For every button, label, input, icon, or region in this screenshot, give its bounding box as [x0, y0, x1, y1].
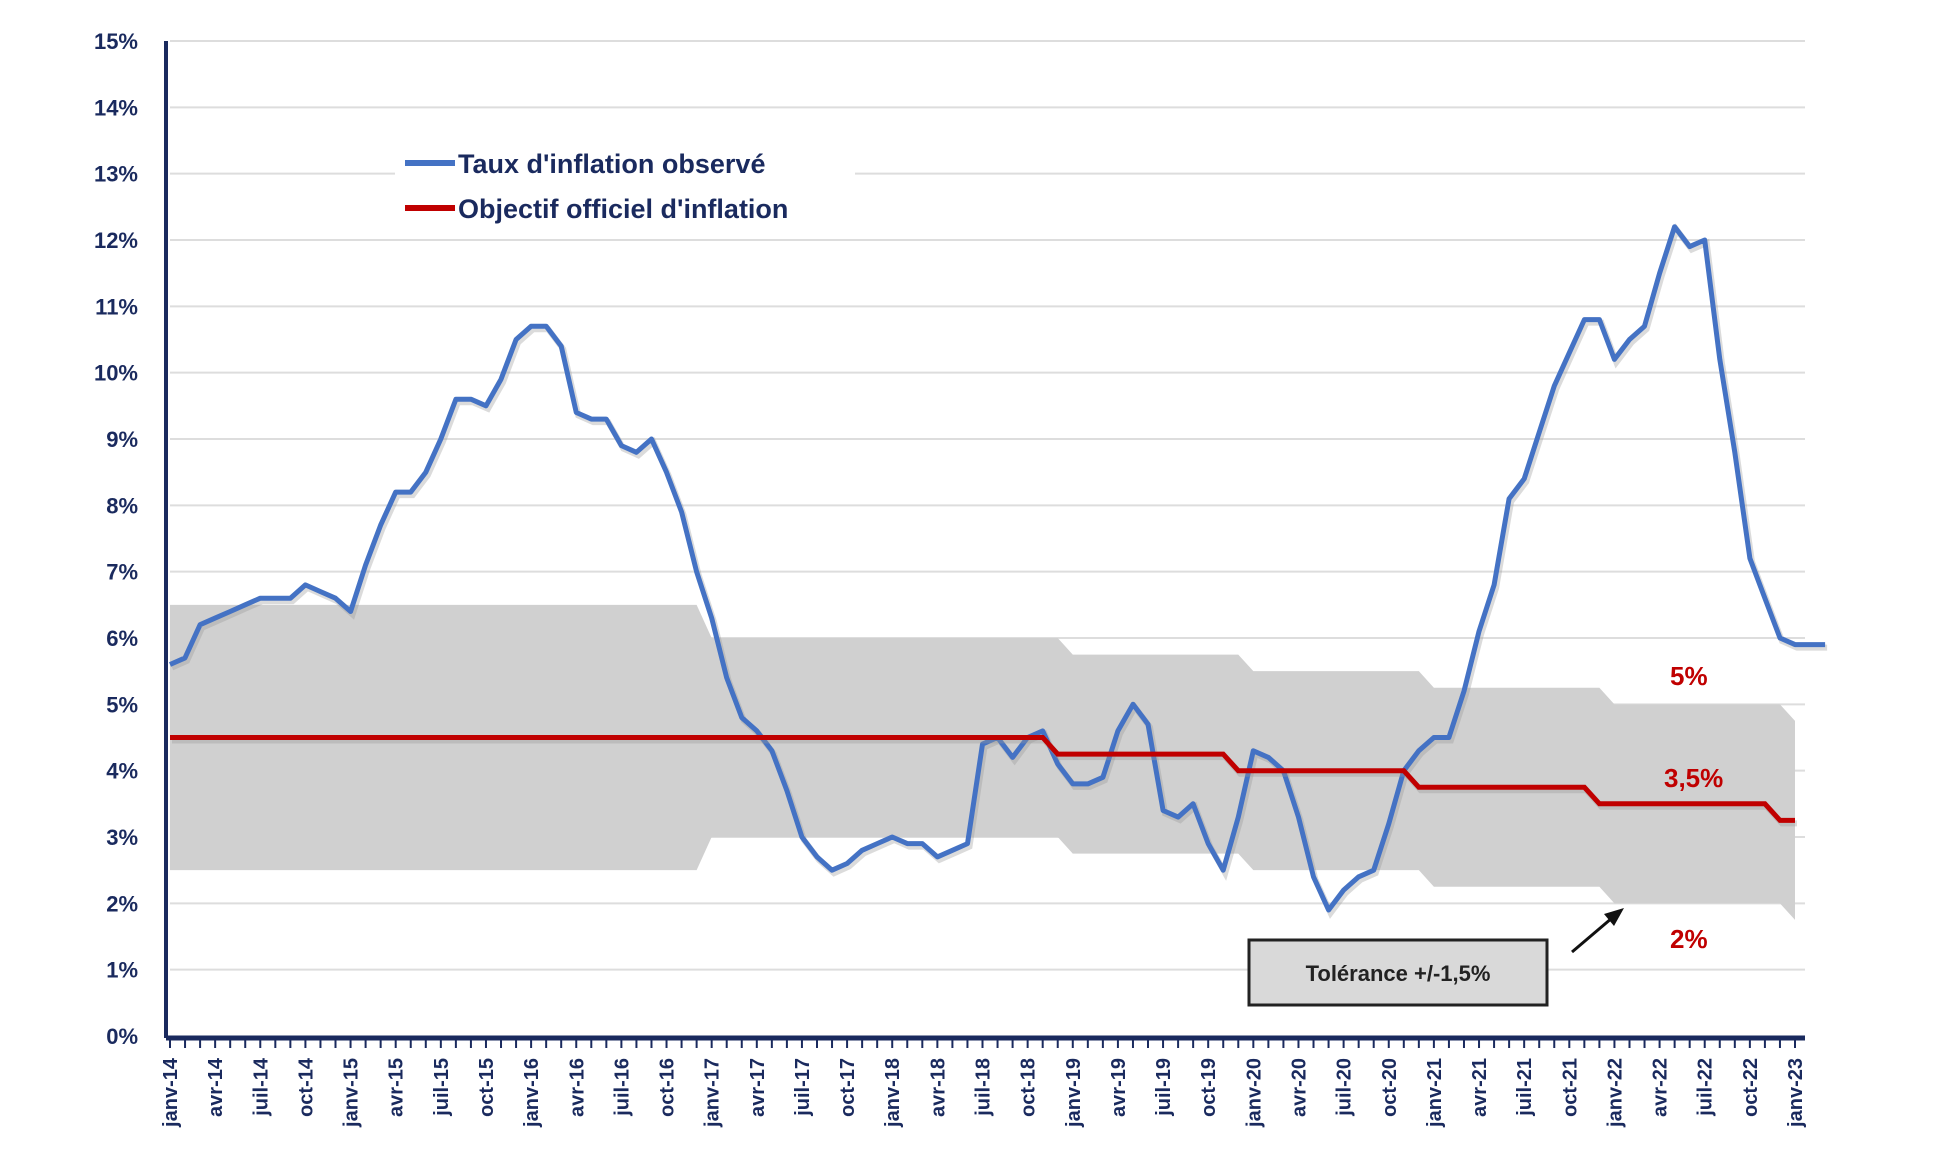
- y-tick-label: 7%: [106, 560, 138, 585]
- y-tick-label: 9%: [106, 427, 138, 452]
- x-tick-label: juil-17: [792, 1058, 814, 1117]
- tolerance-band: [170, 604, 1795, 920]
- y-tick-label: 10%: [94, 361, 138, 386]
- axes: [164, 41, 1805, 1048]
- x-tick-label: oct-18: [1018, 1058, 1040, 1117]
- x-tick-label: juil-22: [1695, 1058, 1717, 1117]
- x-tick-label: janv-18: [882, 1058, 904, 1128]
- x-tick-label: janv-15: [341, 1058, 363, 1128]
- x-tick-label: avr-18: [927, 1058, 949, 1117]
- legend-label-target: Objectif officiel d'inflation: [458, 194, 788, 224]
- x-tick-label: oct-16: [657, 1058, 679, 1117]
- y-tick-label: 0%: [106, 1024, 138, 1049]
- x-axis-ticks: janv-14 avr-14 juil-14 oct-14 janv-15 avr-15 j…: [160, 1057, 1807, 1128]
- series-target-line: [170, 735, 1795, 823]
- x-tick-label: juil-18: [973, 1058, 995, 1117]
- x-tick-label: janv-17: [702, 1058, 724, 1128]
- x-tick-label: avr-20: [1288, 1058, 1310, 1117]
- x-tick-label: oct-19: [1198, 1058, 1220, 1117]
- y-tick-label: 14%: [94, 95, 138, 120]
- x-tick-label: juil-19: [1153, 1058, 1175, 1117]
- x-tick-label: oct-22: [1740, 1058, 1762, 1117]
- x-tick-label: avr-19: [1108, 1058, 1130, 1117]
- x-tick-label: juil-15: [431, 1058, 453, 1117]
- x-tick-label: janv-16: [521, 1058, 543, 1128]
- y-tick-label: 13%: [94, 162, 138, 187]
- x-tick-label: janv-21: [1424, 1058, 1446, 1128]
- annotation-lower-bound: 2%: [1670, 924, 1708, 954]
- legend-label-observed: Taux d'inflation observé: [458, 149, 765, 179]
- x-tick-label: avr-17: [747, 1058, 769, 1117]
- x-tick-label: avr-21: [1469, 1058, 1491, 1117]
- x-tick-label: oct-14: [295, 1057, 317, 1117]
- x-tick-label: avr-14: [205, 1057, 227, 1117]
- x-tick-label: janv-23: [1785, 1058, 1807, 1128]
- tolerance-box: Tolérance +/-1,5%: [1247, 938, 1549, 1007]
- y-tick-label: 3%: [106, 825, 138, 850]
- y-tick-label: 15%: [94, 29, 138, 54]
- x-tick-label: juil-21: [1514, 1058, 1536, 1117]
- x-tick-label: oct-15: [476, 1058, 498, 1117]
- x-tick-label: avr-15: [386, 1058, 408, 1117]
- x-tick-label: juil-20: [1334, 1058, 1356, 1117]
- tolerance-band-area: [170, 604, 1795, 920]
- y-tick-label: 5%: [106, 692, 138, 717]
- x-tick-label: oct-17: [837, 1058, 859, 1117]
- x-tick-label: janv-14: [160, 1057, 182, 1128]
- x-tick-label: juil-16: [611, 1058, 633, 1117]
- arrow-icon: [1571, 908, 1624, 954]
- tolerance-box-frame: [1247, 938, 1549, 1007]
- x-tick-label: janv-22: [1604, 1058, 1626, 1128]
- annotation-upper-bound: 5%: [1670, 661, 1708, 691]
- y-tick-label: 12%: [94, 228, 138, 253]
- tolerance-box-label: Tolérance +/-1,5%: [1306, 961, 1491, 986]
- series-lines: [168, 223, 1828, 919]
- x-tick-label: oct-21: [1559, 1058, 1581, 1117]
- x-tick-label: janv-20: [1243, 1058, 1265, 1128]
- y-tick-label: 6%: [106, 626, 138, 651]
- x-tick-label: janv-19: [1063, 1058, 1085, 1128]
- y-tick-label: 11%: [95, 294, 138, 319]
- y-axis-ticks: 0% 1% 2% 3% 4% 5% 6% 7% 8% 9% 10% 11% 12% 13% 14% 15%: [94, 29, 138, 1049]
- y-tick-label: 2%: [106, 891, 138, 916]
- legend-background: [395, 145, 855, 235]
- x-tick-label: oct-20: [1379, 1058, 1401, 1117]
- y-tick-label: 1%: [106, 958, 138, 983]
- x-tick-label: avr-16: [566, 1058, 588, 1117]
- x-tick-label: juil-14: [250, 1057, 272, 1117]
- x-tick-label: avr-22: [1650, 1058, 1672, 1117]
- y-tick-label: 8%: [106, 493, 138, 518]
- y-tick-label: 4%: [106, 759, 138, 784]
- legend: Taux d'inflation observé Objectif offici…: [395, 145, 855, 235]
- annotation-target-value: 3,5%: [1664, 763, 1723, 793]
